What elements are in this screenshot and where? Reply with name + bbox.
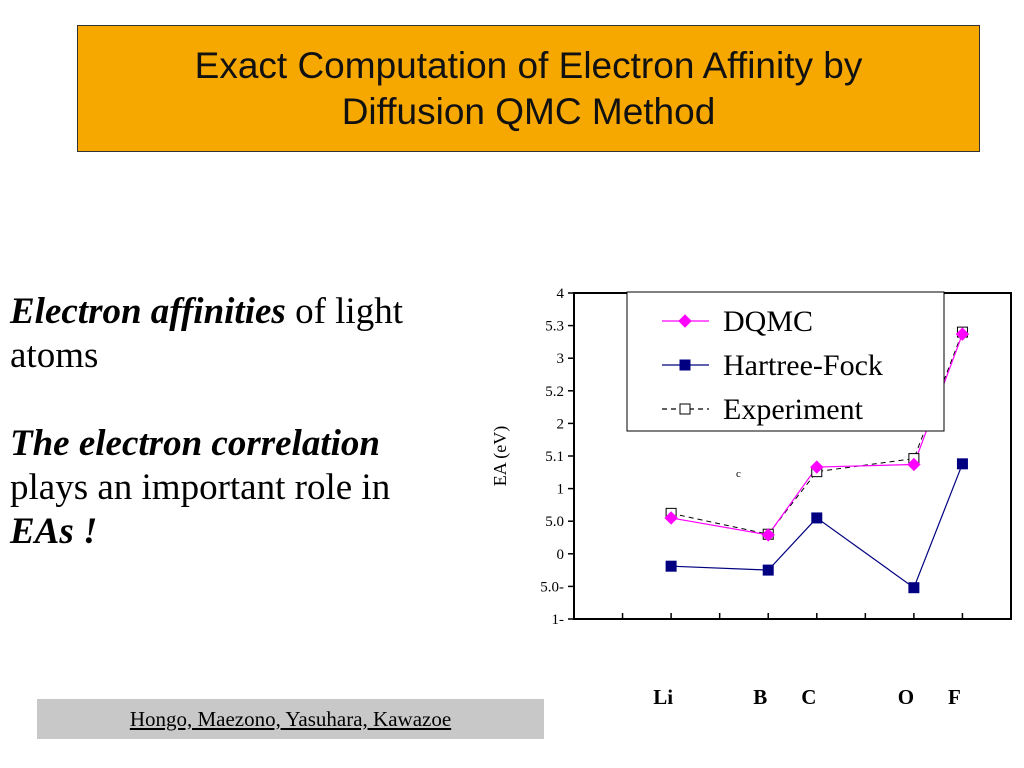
point-dqmc bbox=[955, 327, 970, 341]
y-tick-label: 5.3 bbox=[545, 319, 564, 335]
text-eas: EAs ! bbox=[10, 511, 98, 552]
paragraph-electron-correlation: The electron correlation plays an import… bbox=[10, 422, 430, 554]
point-dqmc bbox=[664, 511, 678, 525]
y-tick-label: 5.0 bbox=[545, 514, 564, 530]
y-tick-label: 4 bbox=[557, 286, 565, 302]
y-tick-label: 3 bbox=[557, 351, 565, 367]
title-box: Exact Computation of Electron Affinity b… bbox=[77, 25, 980, 152]
y-tick-label: 5.0- bbox=[540, 579, 564, 595]
legend-marker-hartree-fock bbox=[679, 359, 691, 371]
y-axis-label: EA (eV) bbox=[490, 426, 511, 486]
y-tick-label: 1 bbox=[557, 482, 565, 498]
y-tick-label: 5.1 bbox=[545, 449, 564, 465]
legend-marker-dqmc bbox=[678, 314, 692, 328]
series-line-experiment bbox=[671, 331, 963, 535]
x-tick-label-f: F bbox=[948, 685, 961, 709]
point-hartree-fock bbox=[908, 582, 920, 594]
x-tick-label-o: O bbox=[898, 685, 914, 709]
slide-title: Exact Computation of Electron Affinity b… bbox=[194, 44, 863, 132]
point-dqmc bbox=[907, 457, 921, 472]
text-of-light-atoms: of light atoms bbox=[10, 291, 403, 376]
point-hartree-fock bbox=[665, 560, 677, 572]
left-text-block: Electron affinities of light atoms The e… bbox=[10, 290, 430, 554]
text-plays-important-role: plays an important role in bbox=[10, 467, 391, 508]
y-tick-label: 5.2 bbox=[545, 384, 564, 400]
point-hartree-fock bbox=[811, 512, 823, 524]
legend-label-experiment: Experiment bbox=[723, 393, 864, 426]
y-tick-label: 2 bbox=[557, 416, 565, 432]
legend-label-hartree-fock: Hartree-Fock bbox=[723, 349, 883, 382]
legend-marker-experiment bbox=[679, 403, 691, 415]
text-electron-correlation: The electron correlation bbox=[10, 423, 380, 464]
point-hartree-fock bbox=[762, 564, 774, 576]
chart-annotation: c bbox=[736, 468, 741, 480]
credit-box: Hongo, Maezono, Yasuhara, Kawazoe bbox=[37, 699, 544, 739]
point-dqmc bbox=[761, 528, 775, 542]
point-dqmc bbox=[810, 460, 824, 474]
point-hartree-fock bbox=[956, 458, 968, 470]
x-tick-label-c: C bbox=[801, 685, 816, 709]
x-tick-label-b: B bbox=[753, 685, 767, 709]
y-tick-label: 0 bbox=[557, 547, 565, 563]
text-electron-affinities: Electron affinities bbox=[10, 291, 286, 332]
x-tick-label-li: Li bbox=[653, 685, 673, 709]
legend-label-dqmc: DQMC bbox=[723, 305, 813, 338]
paragraph-electron-affinities: Electron affinities of light atoms bbox=[10, 290, 430, 378]
credit-text: Hongo, Maezono, Yasuhara, Kawazoe bbox=[129, 706, 452, 731]
y-tick-label: 1- bbox=[552, 612, 565, 628]
